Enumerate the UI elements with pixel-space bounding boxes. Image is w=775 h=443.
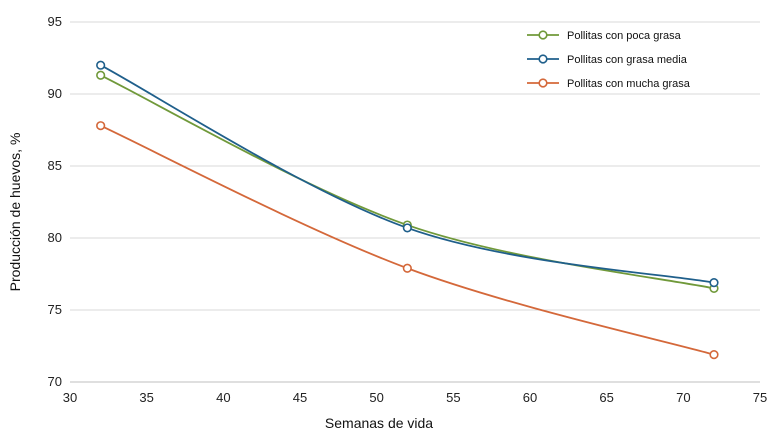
y-tick-label: 95 <box>48 14 62 29</box>
y-tick-labels: 70 75 80 85 90 95 <box>48 14 62 389</box>
data-point <box>709 278 719 288</box>
series-line <box>100 74 715 290</box>
x-tick-label: 45 <box>293 390 307 405</box>
x-tick-label: 30 <box>63 390 77 405</box>
y-tick-label: 85 <box>48 158 62 173</box>
y-tick-label: 70 <box>48 374 62 389</box>
x-tick-label: 60 <box>523 390 537 405</box>
series-line <box>100 124 715 356</box>
y-tick-label: 90 <box>48 86 62 101</box>
x-tick-label: 75 <box>753 390 767 405</box>
data-point <box>96 60 106 70</box>
series-points <box>96 60 719 360</box>
x-tick-label: 50 <box>369 390 383 405</box>
y-tick-label: 80 <box>48 230 62 245</box>
series-lines <box>100 64 715 356</box>
series-line <box>100 64 715 284</box>
y-tick-label: 75 <box>48 302 62 317</box>
legend-swatch-marker <box>538 54 548 64</box>
legend-label: Pollitas con mucha grasa <box>567 78 691 90</box>
x-tick-labels: 30 35 40 45 50 55 60 65 70 75 <box>63 390 767 405</box>
legend-swatch-marker <box>538 78 548 88</box>
legend-label: Pollitas con poca grasa <box>567 30 682 42</box>
gridlines <box>70 21 760 311</box>
legend: Pollitas con poca grasa Pollitas con gras… <box>527 30 691 90</box>
x-tick-label: 65 <box>599 390 613 405</box>
data-point <box>96 70 106 80</box>
legend-swatch-marker <box>538 30 548 40</box>
y-axis-label: Producción de huevos, % <box>7 133 23 292</box>
data-point <box>402 263 412 273</box>
x-tick-label: 55 <box>446 390 460 405</box>
data-point <box>402 223 412 233</box>
data-point <box>96 121 106 131</box>
x-axis-label: Semanas de vida <box>325 415 433 431</box>
data-point <box>709 350 719 360</box>
x-tick-label: 35 <box>139 390 153 405</box>
x-tick-label: 70 <box>676 390 690 405</box>
x-tick-label: 40 <box>216 390 230 405</box>
legend-label: Pollitas con grasa media <box>567 54 688 66</box>
